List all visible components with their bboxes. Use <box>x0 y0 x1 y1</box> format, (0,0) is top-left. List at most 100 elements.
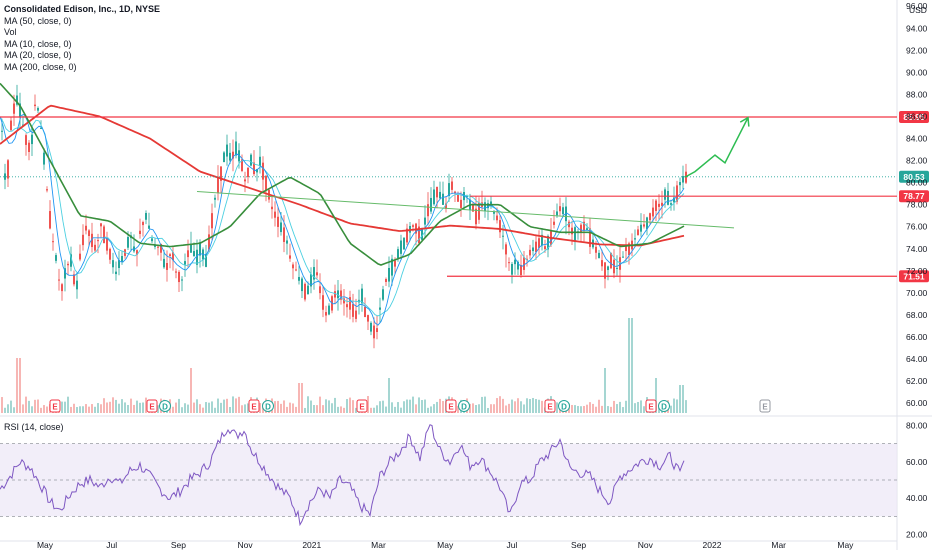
volume-bar <box>244 404 246 413</box>
volume-bar <box>514 401 516 413</box>
candle-body <box>394 260 396 267</box>
candle-body <box>91 233 93 248</box>
candle-body <box>274 211 276 218</box>
price-tick-label: 68.00 <box>906 310 928 320</box>
candle-body <box>190 244 192 253</box>
volume-bar <box>286 406 288 413</box>
candle-body <box>289 255 291 259</box>
volume-bar <box>538 399 540 413</box>
marker-label: D <box>162 403 168 412</box>
candle-body <box>682 176 684 183</box>
volume-bar <box>103 398 105 413</box>
candle-body <box>667 190 669 205</box>
candle-body <box>412 225 414 227</box>
volume-bar <box>439 398 441 413</box>
volume-bar <box>400 407 402 413</box>
indicator-ma10[interactable]: MA (10, close, 0) <box>4 38 72 49</box>
indicator-ma200[interactable]: MA (200, close, 0) <box>4 61 77 72</box>
marker-label: E <box>149 403 155 412</box>
volume-bar <box>85 404 87 413</box>
candle-body <box>661 202 663 206</box>
candle-body <box>277 216 279 227</box>
rsi-label[interactable]: RSI (14, close) <box>4 422 64 432</box>
price-tick-label: 84.00 <box>906 134 928 144</box>
level-tag-bg <box>899 111 929 124</box>
volume-bar <box>607 406 609 413</box>
earnings-marker: E <box>248 399 260 413</box>
rsi-line <box>0 424 685 527</box>
candle-body <box>430 197 432 212</box>
volume-bar <box>46 406 48 413</box>
time-tick-label: Nov <box>238 540 254 550</box>
volume-bar <box>406 399 408 413</box>
volume-bar <box>208 402 210 413</box>
level-tag-label: 71.51 <box>903 271 925 281</box>
volume-bar <box>535 399 537 413</box>
candle-body <box>25 135 27 145</box>
candle-body <box>115 271 117 275</box>
ma200-line <box>0 104 685 247</box>
volume-bar <box>247 403 249 413</box>
candle-body <box>337 290 339 299</box>
candle-body <box>61 284 63 292</box>
candle-body <box>490 201 492 206</box>
volume-bar <box>442 401 444 413</box>
dividend-marker: D <box>262 400 274 412</box>
volume-bar <box>331 403 333 413</box>
volume-bar <box>115 399 117 413</box>
candle-body <box>70 254 72 267</box>
candle-body <box>451 181 453 190</box>
indicator-ma50[interactable]: MA (50, close, 0) <box>4 15 72 26</box>
volume-bar <box>556 402 558 413</box>
candle-body <box>313 267 315 280</box>
level-tag-label: 85.95 <box>903 112 925 122</box>
candle-body <box>355 310 357 319</box>
volume-bar <box>628 318 630 413</box>
time-axis[interactable]: May Jul Sep Nov 2021 Mar May Jul Sep Nov 2022 Mar Ma… <box>37 540 854 550</box>
symbol-title[interactable]: Consolidated Edison, Inc., 1D, NYSE <box>4 4 161 14</box>
volume-bar <box>634 403 636 413</box>
candle-body <box>403 237 405 250</box>
candle-body <box>316 272 318 276</box>
indicator-vol[interactable]: Vol <box>4 27 17 37</box>
candle-body <box>628 243 630 256</box>
volume-bar <box>106 402 108 413</box>
candle-body <box>163 258 165 268</box>
candle-body <box>466 196 468 198</box>
volume-bar <box>295 406 297 413</box>
indicator-ma20[interactable]: MA (20, close, 0) <box>4 50 72 60</box>
price-axis[interactable]: 60.00 62.00 64.00 66.00 68.00 70.00 72.00 74.00… <box>906 1 928 408</box>
candle-body <box>346 304 348 308</box>
marker-circle <box>159 400 171 412</box>
volume-bar <box>181 407 183 413</box>
candle-body <box>652 207 654 217</box>
candle-body <box>442 193 444 205</box>
volume-bar <box>517 398 519 413</box>
price-tick-label: 86.00 <box>906 111 928 121</box>
time-tick-label: Nov <box>638 540 654 550</box>
volume-bar <box>574 405 576 413</box>
marker-circle <box>658 400 670 412</box>
volume-bar <box>484 396 486 413</box>
volume-bar <box>370 407 372 413</box>
candle-body <box>1 130 3 132</box>
projection-arrowhead <box>739 116 750 127</box>
candle-body <box>55 255 57 261</box>
candle-body <box>58 279 60 281</box>
volume-bar <box>529 398 531 413</box>
candle-body <box>640 224 642 232</box>
candle-body <box>679 182 681 186</box>
volume-bar <box>4 407 6 413</box>
volume-bar <box>412 396 414 413</box>
volume-bar <box>496 398 498 413</box>
marker-box <box>146 399 158 413</box>
candle-body <box>514 259 516 265</box>
candle-body <box>520 264 522 275</box>
candle-body <box>319 286 321 294</box>
candle-body <box>7 160 9 179</box>
candle-body <box>208 234 210 250</box>
marker-box <box>248 399 260 413</box>
volume-bar <box>508 403 510 413</box>
